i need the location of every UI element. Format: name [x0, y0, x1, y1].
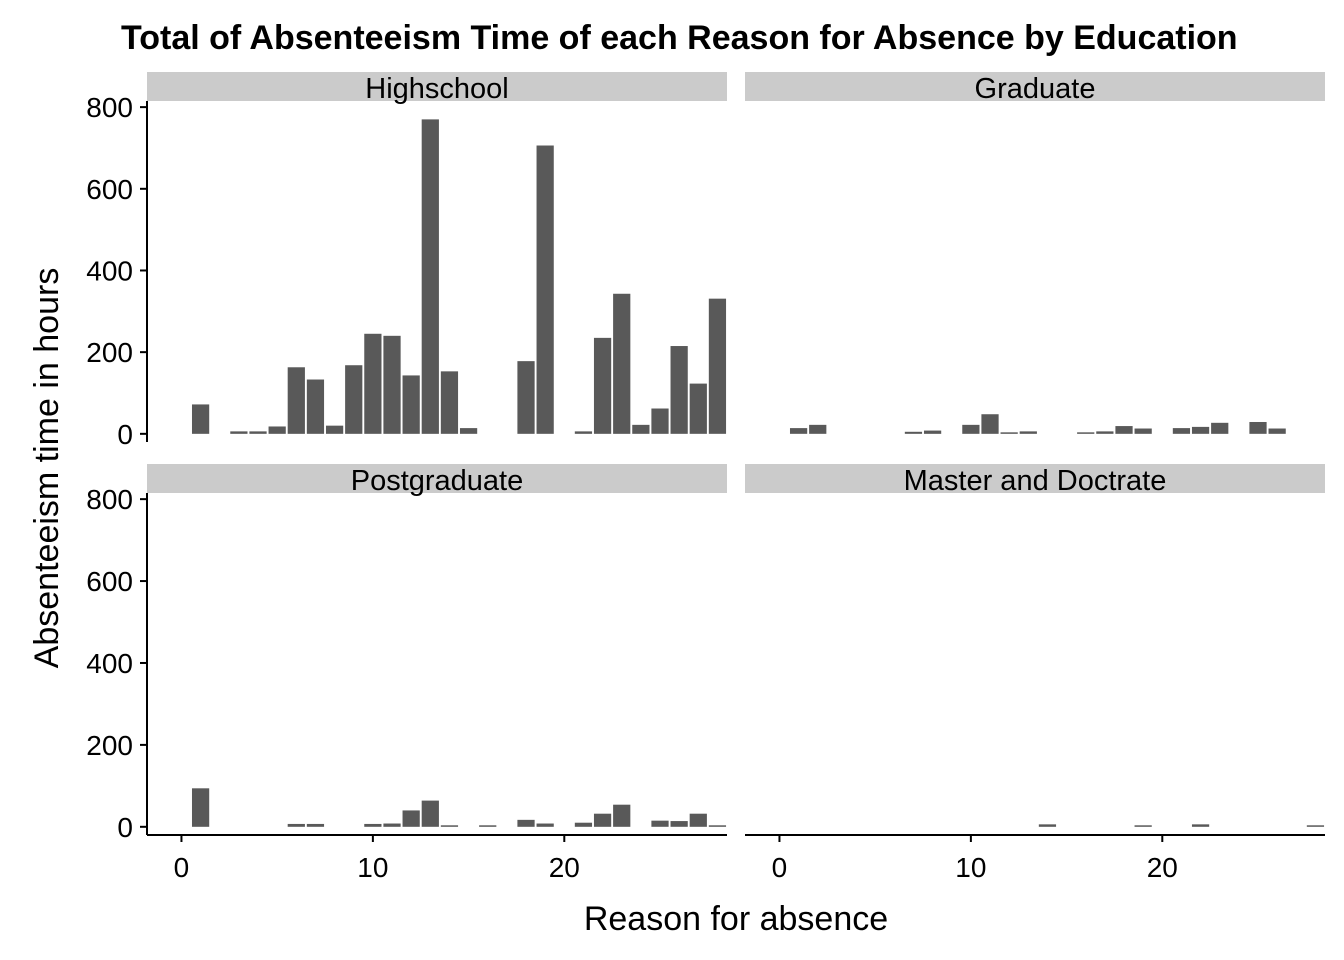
bar: [383, 335, 401, 434]
bar: [287, 367, 305, 434]
bar: [574, 431, 593, 434]
bar: [1191, 426, 1210, 434]
bar: [1134, 825, 1152, 827]
bar: [981, 414, 999, 434]
facet-strip-label: Master and Doctrate: [904, 465, 1167, 497]
bar: [402, 375, 420, 434]
bar: [593, 337, 612, 434]
bar: [651, 408, 669, 434]
y-tick-label: 200: [86, 730, 133, 761]
facet-2: Graduate: [745, 72, 1325, 434]
bar: [923, 430, 942, 434]
bar: [593, 813, 612, 827]
bar: [364, 823, 382, 827]
x-axis-title: Reason for absence: [584, 900, 888, 938]
bar: [1172, 428, 1191, 434]
y-tick-label: 400: [86, 255, 133, 286]
bar: [1249, 421, 1267, 434]
bar: [191, 404, 210, 434]
facet-panels: Highschool0200400600800GraduatePostgradu…: [86, 72, 1325, 883]
bar: [536, 823, 554, 827]
bar: [1000, 432, 1018, 434]
y-tick-label: 0: [117, 419, 133, 450]
y-tick-label: 0: [117, 812, 133, 843]
bar: [345, 365, 363, 434]
facet-strip-label: Postgraduate: [351, 465, 524, 497]
y-tick-label: 200: [86, 337, 133, 368]
bar: [1134, 428, 1152, 434]
x-tick-label: 10: [955, 852, 986, 883]
y-tick-label: 400: [86, 648, 133, 679]
bar: [1019, 431, 1037, 434]
facet-strip: [147, 464, 727, 493]
bar: [809, 424, 827, 434]
facet-3: Postgraduate 0 200 400 600 800 0 10 20: [86, 464, 727, 883]
bar: [651, 820, 669, 827]
facet-4: Master and Doctrate 0 10 20: [745, 464, 1325, 883]
bar: [536, 145, 554, 434]
bar: [1096, 431, 1114, 434]
bar: [904, 431, 923, 434]
bar: [325, 425, 344, 434]
bar: [364, 333, 382, 434]
bar: [421, 800, 439, 827]
bar: [632, 424, 650, 434]
bar: [306, 823, 325, 827]
y-tick-label: 800: [86, 484, 133, 515]
bar: [574, 822, 593, 827]
x-tick-label: 10: [357, 852, 388, 883]
bar: [1306, 825, 1325, 827]
x-tick-label: 20: [1147, 852, 1178, 883]
bar: [1038, 824, 1057, 827]
bar: [440, 371, 459, 434]
bar: [1191, 824, 1210, 827]
y-tick-label: 600: [86, 174, 133, 205]
bar: [230, 431, 248, 434]
bar: [287, 823, 305, 827]
bar: [1077, 432, 1095, 434]
bar: [383, 823, 401, 827]
bar: [613, 804, 631, 827]
bar: [670, 346, 688, 434]
bar: [306, 379, 325, 434]
facet-strip-label: Graduate: [975, 73, 1096, 105]
bar: [689, 383, 707, 434]
bar: [268, 426, 286, 434]
x-tick-label: 20: [549, 852, 580, 883]
facet-strip: [745, 464, 1325, 493]
bar: [191, 788, 210, 827]
facet-strip: [745, 72, 1325, 101]
bar: [708, 298, 727, 434]
bar: [689, 813, 707, 827]
bar: [402, 810, 420, 827]
y-tick-label: 600: [86, 566, 133, 597]
bar: [1211, 422, 1229, 434]
bar: [613, 293, 631, 434]
bar: [421, 119, 439, 434]
facet-1: Highschool 0 200 400 600 800: [86, 72, 727, 450]
bar: [962, 424, 980, 434]
bar: [789, 428, 808, 434]
bar: [1268, 428, 1286, 434]
y-axis-title: Absenteeism time in hours: [28, 268, 66, 669]
bar: [459, 428, 478, 434]
facet-strip: [147, 72, 727, 101]
bar: [670, 821, 688, 827]
bar: [517, 819, 535, 827]
bar: [479, 825, 497, 827]
y-tick-label: 800: [86, 92, 133, 123]
facet-strip-label: Highschool: [365, 73, 508, 105]
x-tick-label: 0: [174, 852, 190, 883]
bar: [1115, 426, 1133, 434]
bar: [517, 361, 535, 434]
bar: [708, 825, 727, 827]
chart-title: Total of Absenteeism Time of each Reason…: [121, 19, 1238, 57]
x-tick-label: 0: [772, 852, 788, 883]
bar: [249, 431, 267, 434]
bar: [440, 825, 459, 827]
